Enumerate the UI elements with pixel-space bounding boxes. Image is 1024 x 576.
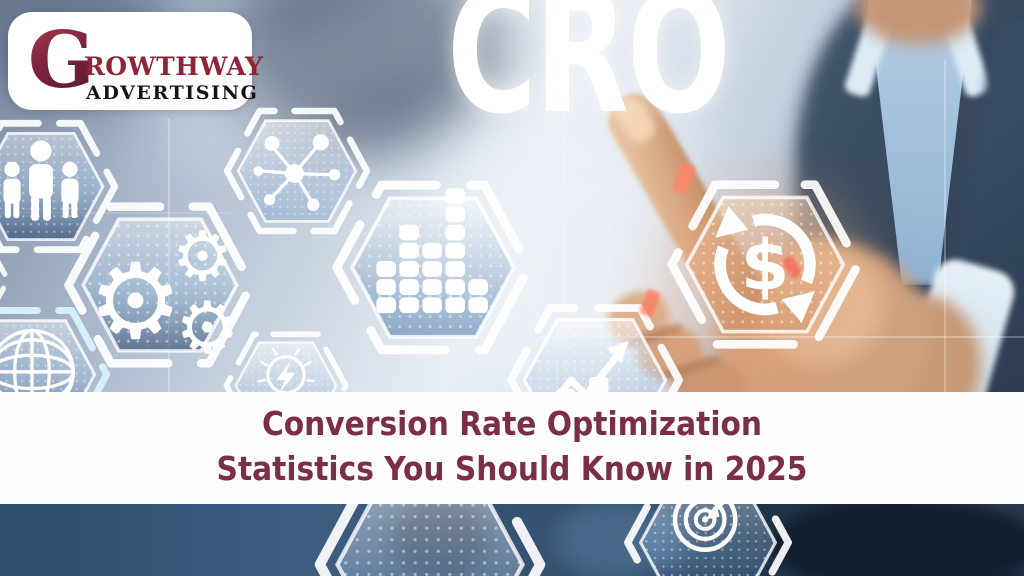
svg-text:⚙: ⚙ [89,240,183,362]
hexagon-partial-left [0,259,11,301]
svg-text:$: $ [741,226,790,307]
suit-bottom [770,500,1024,576]
grid-line-vertical-2 [563,0,565,392]
cro-headline: CRO [447,0,731,152]
logo-name: ROWTHWAY [84,52,264,81]
hexagon-analytics [332,180,534,355]
logo-initial-g: G [28,12,95,110]
svg-text:⚙: ⚙ [175,285,239,369]
equalizer-bar-chart-icon [376,188,488,314]
title-line-2: Statistics You Should Know in 2025 [216,449,808,488]
hexagon-settings: ⚙ ⚙ ⚙ [64,202,256,369]
grid-line-vertical-3 [944,60,946,392]
title-band: Conversion Rate Optimization Statistics … [0,392,1024,504]
network-molecule-icon [253,134,341,211]
grid-line-horizontal-2 [0,212,230,214]
page-title: Conversion Rate Optimization Statistics … [217,401,808,491]
team-people-icon [3,140,79,221]
equalizer-bars [376,188,488,314]
svg-text:⚙: ⚙ [172,217,234,297]
hexagon-conversion: $ [667,180,863,349]
brand-logo: G ROWTHWAY ADVERTISING [8,12,263,110]
hexagon-network [223,107,371,235]
gears-icon: ⚙ ⚙ ⚙ [89,217,240,369]
hexagon-team [0,119,119,254]
logo-subtitle: ADVERTISING [86,82,259,104]
grid-line-horizontal-1 [540,336,1024,338]
title-line-1: Conversion Rate Optimization [261,404,763,443]
